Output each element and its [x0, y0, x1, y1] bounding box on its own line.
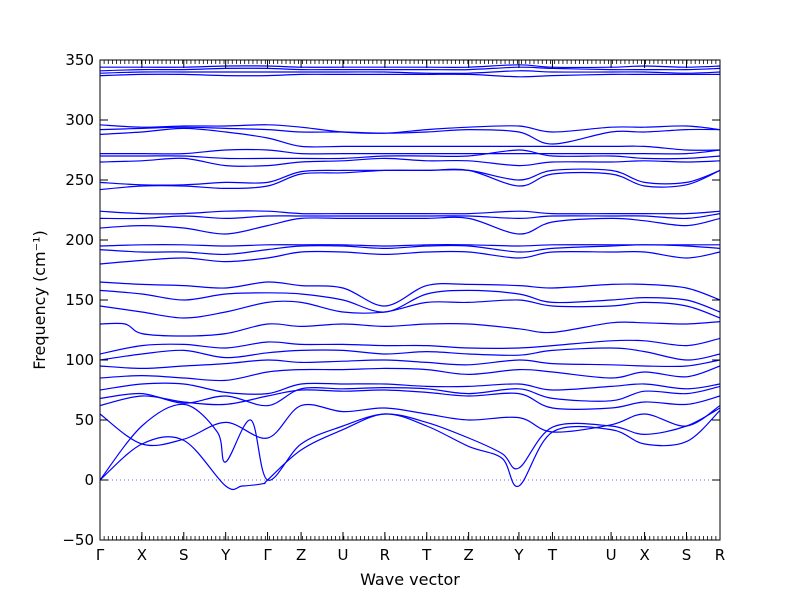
- band-line-18: [100, 216, 720, 235]
- y-tick-label: 250: [65, 171, 94, 189]
- band-line-1: [100, 409, 720, 491]
- x-tick-label-6: U: [337, 546, 348, 564]
- band-line-28: [100, 124, 720, 134]
- y-tick-label: 100: [65, 351, 94, 369]
- band-line-5: [100, 385, 720, 407]
- x-tick-label-13: X: [639, 546, 649, 564]
- band-line-25: [100, 148, 720, 155]
- band-line-11: [100, 321, 720, 337]
- band-line-32: [100, 64, 720, 69]
- y-tick-label: 300: [65, 111, 94, 129]
- band-line-24: [100, 149, 720, 160]
- band-line-19: [100, 213, 720, 220]
- y-tick-label: 200: [65, 231, 94, 249]
- plot-frame: [99, 59, 721, 541]
- band-line-12: [100, 299, 720, 319]
- x-tick-label-0: Γ: [96, 546, 105, 564]
- y-tick-label: 50: [75, 411, 94, 429]
- y-tick-label: −50: [62, 531, 94, 549]
- y-tick-label: 150: [65, 291, 94, 309]
- x-tick-label-14: S: [682, 546, 692, 564]
- x-tick-label-3: Y: [220, 546, 231, 564]
- x-tick-label-1: X: [137, 546, 147, 564]
- x-tick-label-10: Y: [513, 546, 524, 564]
- band-line-20: [100, 210, 720, 215]
- x-tick-label-15: R: [715, 546, 725, 564]
- x-tick-label-2: S: [179, 546, 189, 564]
- band-line-31: [100, 66, 720, 72]
- band-line-7: [100, 365, 720, 382]
- band-line-10: [100, 337, 720, 355]
- x-tick-label-8: T: [421, 546, 432, 564]
- y-axis-label: Frequency (cm⁻¹): [30, 230, 49, 369]
- band-line-15: [100, 250, 720, 265]
- band-line-9: [100, 347, 720, 361]
- band-line-29: [100, 73, 720, 78]
- y-tick-label: 350: [65, 51, 94, 69]
- band-line-8: [100, 359, 720, 370]
- x-tick-label-7: R: [380, 546, 390, 564]
- band-line-2: [100, 403, 720, 481]
- band-series-group: [100, 64, 720, 491]
- x-tick-label-11: T: [547, 546, 558, 564]
- band-line-26: [100, 127, 720, 151]
- x-tick-label-9: Z: [464, 546, 474, 564]
- y-tick-label: 0: [84, 471, 94, 489]
- x-tick-label-12: U: [606, 546, 617, 564]
- band-line-4: [100, 389, 720, 410]
- band-line-14: [100, 281, 720, 307]
- x-axis-label: Wave vector: [360, 570, 460, 589]
- band-line-30: [100, 70, 720, 75]
- band-line-6: [100, 382, 720, 395]
- x-tick-label-5: Z: [296, 546, 306, 564]
- x-tick-label-4: Γ: [263, 546, 272, 564]
- band-line-17: [100, 244, 720, 247]
- band-line-21: [100, 168, 720, 191]
- band-line-3: [100, 403, 720, 447]
- band-line-23: [100, 157, 720, 167]
- band-line-22: [100, 168, 720, 186]
- y-tick-group: −50 0 50 100 150 200 250 300 350: [62, 51, 720, 549]
- band-line-13: [100, 289, 720, 313]
- band-line-27: [100, 126, 720, 145]
